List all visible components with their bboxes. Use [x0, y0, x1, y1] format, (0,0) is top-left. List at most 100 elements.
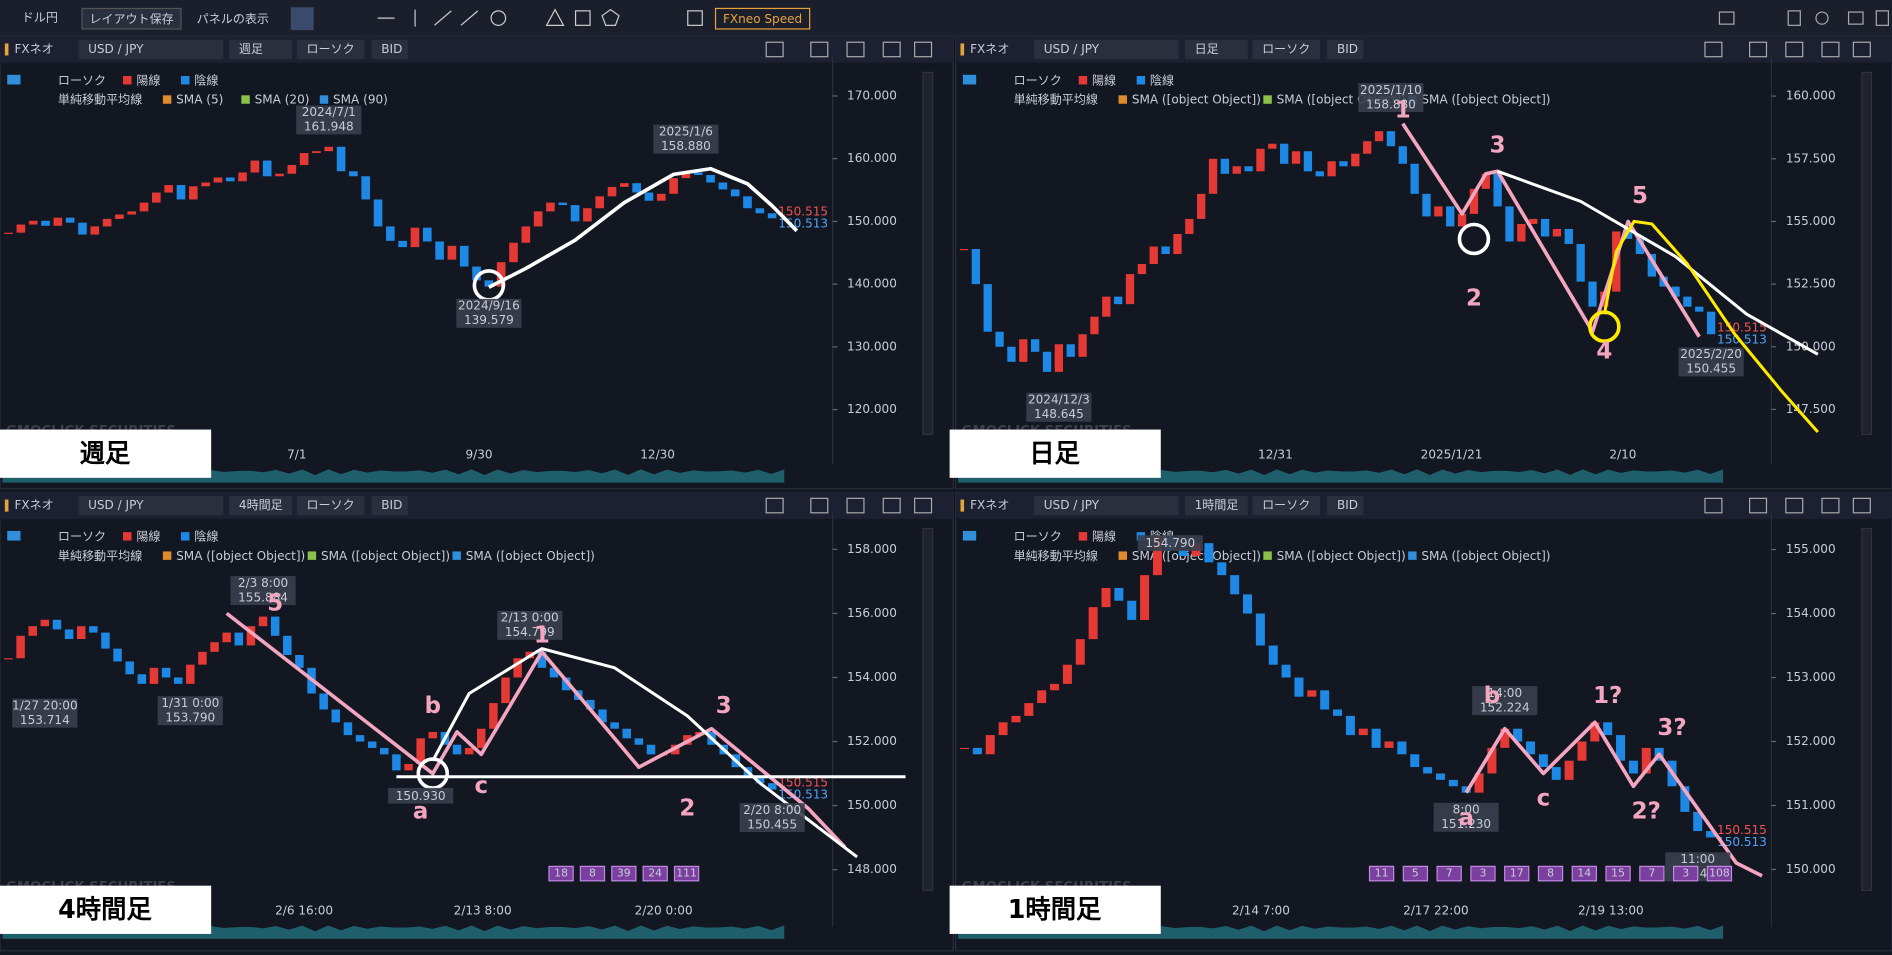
- selector-label[interactable]: USD / JPY: [88, 498, 144, 512]
- event-badge-label[interactable]: 3: [1682, 867, 1689, 880]
- header-icon[interactable]: [810, 497, 829, 514]
- event-badge-label[interactable]: 108: [1709, 867, 1730, 880]
- header-icon[interactable]: [1821, 41, 1840, 58]
- selector-label[interactable]: 週足: [239, 42, 263, 56]
- event-badge-label[interactable]: 8: [589, 867, 596, 880]
- event-badge[interactable]: [1470, 865, 1496, 882]
- event-badge[interactable]: [1368, 865, 1395, 882]
- selector-label[interactable]: ローソク: [1262, 498, 1310, 512]
- scrollbar[interactable]: [922, 527, 934, 892]
- legend-swatch: [123, 532, 132, 541]
- header-icon[interactable]: [1852, 41, 1871, 58]
- selector[interactable]: [229, 495, 293, 516]
- candle: [16, 224, 26, 233]
- header-icon[interactable]: [846, 497, 865, 514]
- selector[interactable]: [296, 39, 365, 60]
- speed-button[interactable]: [714, 7, 811, 30]
- y-tick-label: 160.000: [1786, 89, 1836, 103]
- event-badge-label[interactable]: 39: [617, 867, 631, 880]
- event-badge[interactable]: [1639, 865, 1665, 882]
- selector[interactable]: [1327, 39, 1364, 60]
- header-icon[interactable]: [765, 41, 784, 58]
- speed-label[interactable]: FXneo Speed: [723, 12, 802, 26]
- button-label[interactable]: パネルの表示: [197, 12, 269, 26]
- selector[interactable]: [1034, 39, 1179, 60]
- header-icon[interactable]: [846, 41, 865, 58]
- event-badge-label[interactable]: 3: [1479, 867, 1486, 880]
- event-badge-label[interactable]: 18: [554, 867, 568, 880]
- header-icon[interactable]: [1821, 497, 1840, 514]
- event-badge-label[interactable]: 14: [1577, 867, 1591, 880]
- event-badge[interactable]: [611, 865, 637, 882]
- header-icon[interactable]: [882, 41, 901, 58]
- event-badge[interactable]: [1504, 865, 1530, 882]
- selector[interactable]: [296, 495, 365, 516]
- event-badge[interactable]: [1672, 865, 1699, 882]
- scrollbar[interactable]: [1861, 527, 1873, 892]
- event-badge[interactable]: [548, 865, 574, 882]
- selector[interactable]: [1184, 495, 1248, 516]
- header-icon[interactable]: [1704, 497, 1723, 514]
- selector[interactable]: [371, 39, 408, 60]
- header-icon[interactable]: [1852, 497, 1871, 514]
- scrollbar[interactable]: [1861, 71, 1873, 435]
- header-icon[interactable]: [914, 41, 933, 58]
- tool-icon[interactable]: [290, 7, 314, 31]
- header-icon[interactable]: [810, 41, 829, 58]
- selector-label[interactable]: USD / JPY: [1044, 42, 1100, 56]
- selector-label[interactable]: BID: [381, 498, 402, 512]
- selector[interactable]: [1184, 39, 1248, 60]
- button[interactable]: [81, 7, 182, 30]
- candle: [380, 747, 389, 755]
- event-badge[interactable]: [1537, 865, 1564, 882]
- selector[interactable]: [78, 39, 224, 60]
- header-icon[interactable]: [1785, 41, 1804, 58]
- event-badge-label[interactable]: 24: [648, 867, 662, 880]
- selector-label[interactable]: BID: [381, 42, 402, 56]
- selector[interactable]: [371, 495, 408, 516]
- selector[interactable]: [78, 495, 224, 516]
- header-icon[interactable]: [1785, 497, 1804, 514]
- selector[interactable]: [229, 39, 293, 60]
- selector-label[interactable]: ローソク: [1262, 42, 1310, 56]
- selector-label[interactable]: 1時間足: [1195, 498, 1239, 512]
- header-icon[interactable]: [882, 497, 901, 514]
- event-badge[interactable]: [579, 865, 606, 882]
- header-icon[interactable]: [914, 497, 933, 514]
- window-icons[interactable]: [1718, 10, 1889, 26]
- selector[interactable]: [1252, 495, 1321, 516]
- header-icon[interactable]: [1749, 497, 1768, 514]
- event-badge-label[interactable]: 7: [1648, 867, 1655, 880]
- event-badge-label[interactable]: 15: [1611, 867, 1625, 880]
- event-badge[interactable]: [1706, 865, 1733, 882]
- selector-label[interactable]: BID: [1337, 42, 1358, 56]
- event-badge[interactable]: [673, 865, 700, 882]
- event-badge[interactable]: [1605, 865, 1631, 882]
- selector-label[interactable]: 4時間足: [239, 498, 283, 512]
- selector[interactable]: [1252, 39, 1321, 60]
- scrollbar[interactable]: [922, 71, 934, 435]
- selector[interactable]: [1327, 495, 1364, 516]
- selector-label[interactable]: ローソク: [306, 42, 354, 56]
- event-badge[interactable]: [1571, 865, 1597, 882]
- selector-label[interactable]: USD / JPY: [1044, 498, 1100, 512]
- event-badge-label[interactable]: 5: [1412, 867, 1419, 880]
- event-badge-label[interactable]: 111: [676, 867, 697, 880]
- header-icon[interactable]: [1704, 41, 1723, 58]
- selector-label[interactable]: ローソク: [306, 498, 354, 512]
- selector-label[interactable]: USD / JPY: [88, 42, 144, 56]
- event-badge-label[interactable]: 7: [1446, 867, 1453, 880]
- button-label[interactable]: レイアウト保存: [89, 12, 173, 26]
- selector-label[interactable]: 日足: [1195, 42, 1219, 56]
- selector-label[interactable]: BID: [1337, 498, 1358, 512]
- header-icon[interactable]: [1749, 41, 1768, 58]
- drawing-tools[interactable]: [377, 8, 703, 27]
- event-badge-label[interactable]: 17: [1510, 867, 1524, 880]
- event-badge[interactable]: [642, 865, 668, 882]
- event-badge-label[interactable]: 11: [1375, 867, 1389, 880]
- selector[interactable]: [1034, 495, 1179, 516]
- event-badge[interactable]: [1402, 865, 1429, 882]
- header-icon[interactable]: [765, 497, 784, 514]
- event-badge[interactable]: [1436, 865, 1462, 882]
- event-badge-label[interactable]: 8: [1547, 867, 1554, 880]
